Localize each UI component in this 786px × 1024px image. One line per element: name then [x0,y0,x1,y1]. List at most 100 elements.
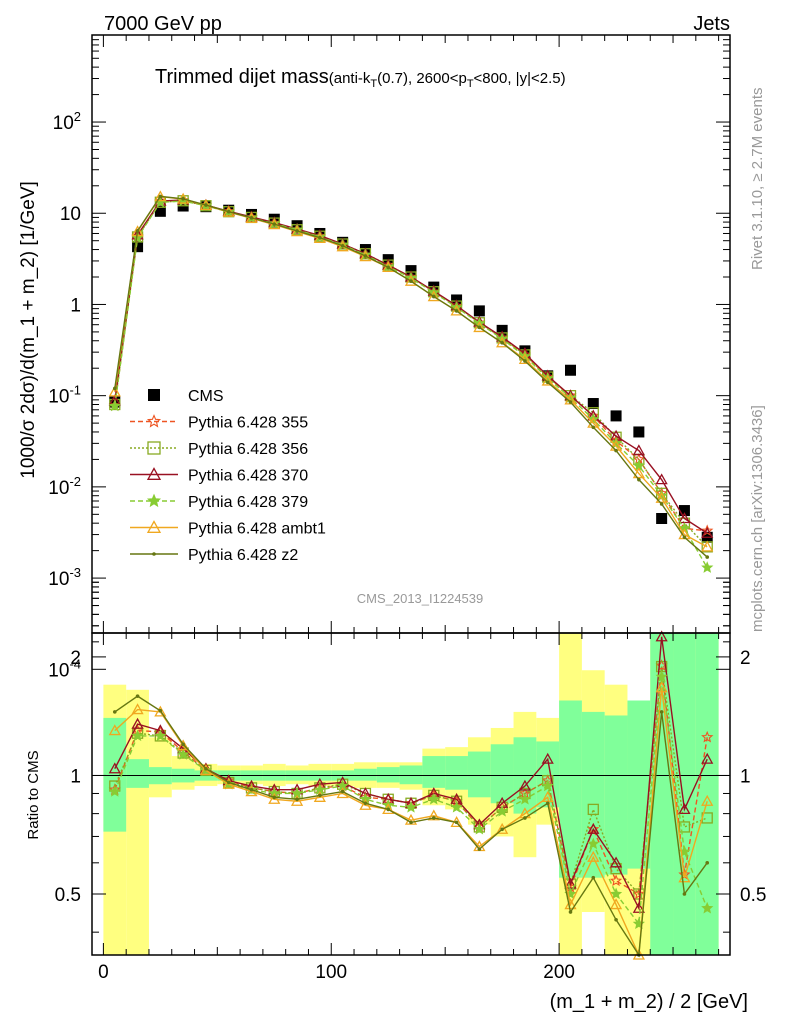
main-data-point [637,477,641,482]
ratio-data-point [108,785,121,797]
ratio-data-point [655,681,668,693]
ratio-data-point [587,822,600,835]
ratio-data-point [496,805,509,817]
ratio-data-point [614,917,618,922]
legend-label: Pythia 6.428 379 [188,494,308,511]
legend-entry: Pythia 6.428 z2 [130,547,298,564]
main-data-point [568,400,573,404]
legend: CMS Pythia 6.428 355 Pythia 6.428 356 Pythi… [130,388,326,564]
ratio-data-point [295,797,299,802]
y-tick-label: 10-1 [48,383,81,408]
ratio-data-point [427,792,440,805]
ratio-y-tick-label: 0.5 [55,885,81,906]
band-bin [627,700,651,869]
main-data-point [135,229,140,233]
main-data-point [701,561,714,573]
band-bin [103,717,127,832]
ratio-data-point [587,837,600,850]
main-data-point [678,505,690,517]
ratio-data-point [313,790,326,802]
ratio-data-point [701,794,714,806]
main-data-point [682,535,687,540]
legend-label: CMS [188,388,224,405]
main-data-point [500,340,504,345]
title-main: Trimmed dijet mass [155,66,329,88]
main-data-point [565,364,576,376]
ratio-data-point [682,892,687,896]
x-tick-label: 200 [543,962,575,983]
ratio-y-tick-label: 1 [70,766,81,787]
ratio-series [108,630,714,960]
main-data-point [450,304,463,316]
ratio-data-point [158,708,163,713]
legend-label: Pythia 6.428 370 [188,468,308,485]
plot-frames [91,34,731,956]
main-data-point [204,203,208,207]
main-data-point [496,324,508,336]
main-data-point [108,399,121,412]
ratio-data-point [701,901,714,914]
x-tick-label: 0 [98,962,109,983]
main-series-group [108,193,714,538]
legend-label: Pythia 6.428 356 [188,441,308,458]
ratio-data-point [108,724,121,736]
band-bin [581,711,605,878]
main-data-point [112,386,117,391]
ratio-data-point [290,794,304,806]
ratio-data-point [386,807,391,812]
ratio-y-tick-label: 2 [70,648,81,669]
main-data-point [633,426,645,438]
ratio-data-point [564,898,577,910]
ratio-data-point [701,730,714,743]
main-series [108,190,714,573]
ratio-data-point [477,847,482,851]
legend-marker [146,467,162,480]
ratio-series-line [114,666,708,896]
legend-marker [146,493,162,508]
ratio-data-point [655,630,668,642]
ratio-data-point [705,861,710,865]
ratio-data-point [268,792,281,804]
ratio-data-point [431,816,436,820]
ratio-data-point [272,795,277,800]
ratio-y-tick-label-right: 1 [740,766,751,787]
ratio-data-point [591,875,596,880]
main-data-point [404,274,418,286]
ratio-data-point [363,801,368,806]
ratio-data-point [609,887,623,900]
ratio-data-point [541,752,554,764]
source-label: mcplots.cern.ch [arXiv:1306.3436] [749,405,766,632]
ratio-data-point [609,874,623,887]
legend-marker [147,441,161,455]
main-data-point [249,216,254,220]
main-data-point [363,254,368,258]
band-bin [126,759,149,788]
ratio-data-point [249,787,254,792]
band-bin [399,765,423,785]
main-data-point [226,209,231,214]
analysis-tag: CMS_2013_I1224539 [357,591,484,606]
header-process: Jets [693,13,730,35]
legend-entry: CMS [148,388,224,405]
main-data-point [655,473,668,485]
ratio-data-point [587,822,600,834]
band-bin [376,767,400,783]
ratio-data-point [518,779,532,791]
main-data-point [154,205,166,217]
legend-entry: Pythia 6.428 379 [130,493,308,511]
ratio-data-point [609,898,623,910]
band-bin [445,756,468,790]
legend-entry: Pythia 6.428 355 [130,414,308,432]
legend-entry: Pythia 6.428 ambt1 [130,520,326,538]
main-frame [91,34,731,634]
ratio-data-point [226,780,231,785]
main-data-point [318,235,322,240]
main-data-point [158,194,163,199]
ratio-ylabel: Ratio to CMS [25,750,42,839]
main-data-point [340,243,345,248]
main-data-point [132,241,144,253]
ratio-data-point [568,910,573,914]
svg-text:Trimmed dijet mass(anti-kT(0.7: Trimmed dijet mass(anti-kT(0.7), 2600<pT… [155,66,566,90]
ratio-data-point [154,729,167,742]
